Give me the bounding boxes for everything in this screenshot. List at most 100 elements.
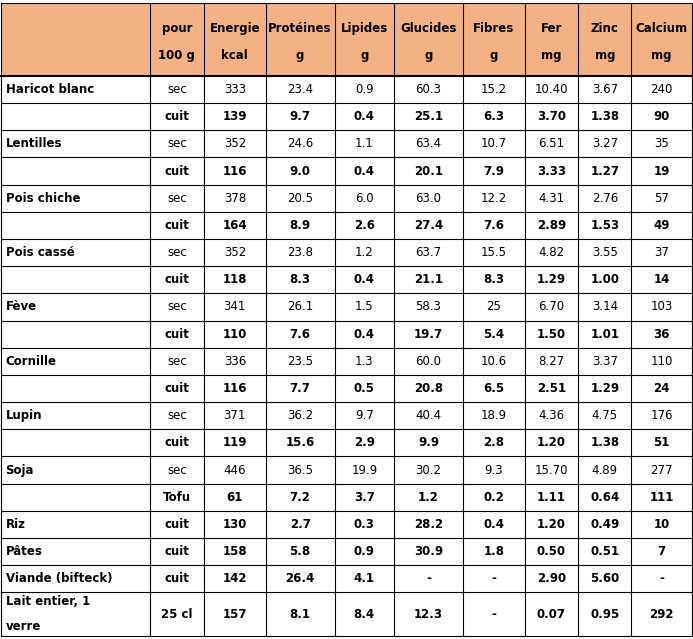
Text: 12.3: 12.3 (414, 608, 443, 620)
Text: 8.4: 8.4 (353, 608, 375, 620)
Text: 4.31: 4.31 (538, 192, 564, 204)
Text: 0.50: 0.50 (537, 545, 566, 558)
Text: 240: 240 (650, 83, 673, 96)
Text: 1.3: 1.3 (355, 355, 374, 368)
Text: Soja: Soja (6, 463, 34, 477)
Text: 110: 110 (650, 355, 673, 368)
Text: 0.95: 0.95 (590, 608, 620, 620)
Bar (1, 3, 692, 76)
Text: sec: sec (167, 246, 187, 259)
Bar (1, 456, 692, 484)
Text: 36.2: 36.2 (287, 409, 313, 422)
Text: cuit: cuit (164, 110, 189, 123)
Text: 7: 7 (658, 545, 665, 558)
Text: 9.7: 9.7 (355, 409, 374, 422)
Text: 0.2: 0.2 (484, 491, 505, 504)
Text: 63.0: 63.0 (416, 192, 441, 204)
Bar (1, 375, 692, 402)
Text: 378: 378 (224, 192, 246, 204)
Text: 0.4: 0.4 (354, 165, 375, 178)
Text: 8.3: 8.3 (290, 273, 310, 286)
Text: 1.20: 1.20 (537, 518, 566, 531)
Text: 3.7: 3.7 (354, 491, 375, 504)
Text: g: g (490, 49, 498, 62)
Bar (1, 103, 692, 130)
Text: 10.7: 10.7 (481, 137, 507, 150)
Text: 2.51: 2.51 (537, 382, 566, 395)
Bar (1, 484, 692, 511)
Text: cuit: cuit (164, 518, 189, 531)
Text: 2.89: 2.89 (536, 219, 566, 232)
Text: 158: 158 (222, 545, 247, 558)
Text: 10.40: 10.40 (534, 83, 568, 96)
Text: -: - (659, 573, 664, 585)
Text: Tofu: Tofu (163, 491, 191, 504)
Text: 6.70: 6.70 (538, 300, 564, 314)
Text: g: g (296, 49, 304, 62)
Text: Lentilles: Lentilles (6, 137, 62, 150)
Text: mg: mg (651, 49, 672, 62)
Text: 18.9: 18.9 (481, 409, 507, 422)
Text: 26.4: 26.4 (286, 573, 315, 585)
Text: 139: 139 (222, 110, 247, 123)
Text: 3.70: 3.70 (537, 110, 566, 123)
Text: 3.33: 3.33 (537, 165, 566, 178)
Text: 1.5: 1.5 (355, 300, 374, 314)
Text: 277: 277 (650, 463, 673, 477)
Text: kcal: kcal (222, 49, 248, 62)
Text: 0.49: 0.49 (590, 518, 620, 531)
Text: Glucides: Glucides (401, 22, 457, 35)
Text: 119: 119 (222, 436, 247, 449)
Text: 1.29: 1.29 (537, 273, 566, 286)
Text: 352: 352 (224, 137, 246, 150)
Text: 0.64: 0.64 (590, 491, 620, 504)
Text: 20.1: 20.1 (414, 165, 443, 178)
Text: 0.9: 0.9 (355, 83, 374, 96)
Text: 10.6: 10.6 (481, 355, 507, 368)
Text: 36.5: 36.5 (287, 463, 313, 477)
Text: cuit: cuit (164, 328, 189, 341)
Bar (1, 266, 692, 293)
Text: 142: 142 (222, 573, 247, 585)
Text: Lait entier, 1: Lait entier, 1 (6, 596, 90, 608)
Text: 12.2: 12.2 (481, 192, 507, 204)
Bar (1, 592, 692, 636)
Bar (1, 321, 692, 348)
Text: 28.2: 28.2 (414, 518, 443, 531)
Text: 176: 176 (650, 409, 673, 422)
Text: 24: 24 (653, 382, 669, 395)
Bar (1, 429, 692, 456)
Text: 2.6: 2.6 (354, 219, 375, 232)
Bar (1, 76, 692, 103)
Text: Fer: Fer (541, 22, 562, 35)
Bar (1, 293, 692, 321)
Text: g: g (360, 49, 369, 62)
Text: 20.5: 20.5 (287, 192, 313, 204)
Text: Calcium: Calcium (635, 22, 687, 35)
Text: Protéines: Protéines (268, 22, 332, 35)
Bar (1, 348, 692, 375)
Bar (1, 130, 692, 157)
Text: 23.4: 23.4 (287, 83, 313, 96)
Text: -: - (491, 573, 496, 585)
Text: 15.6: 15.6 (286, 436, 315, 449)
Text: 21.1: 21.1 (414, 273, 443, 286)
Text: 352: 352 (224, 246, 246, 259)
Text: 4.89: 4.89 (592, 463, 618, 477)
Text: 30.9: 30.9 (414, 545, 443, 558)
Text: 15.70: 15.70 (534, 463, 568, 477)
Text: 57: 57 (654, 192, 669, 204)
Text: 1.2: 1.2 (355, 246, 374, 259)
Bar (1, 511, 692, 538)
Text: sec: sec (167, 409, 187, 422)
Text: 9.7: 9.7 (290, 110, 310, 123)
Text: 10: 10 (653, 518, 669, 531)
Text: 1.38: 1.38 (590, 110, 620, 123)
Text: 8.27: 8.27 (538, 355, 564, 368)
Bar (1, 212, 692, 239)
Text: 4.36: 4.36 (538, 409, 564, 422)
Text: 25.1: 25.1 (414, 110, 443, 123)
Text: Pâtes: Pâtes (6, 545, 42, 558)
Text: Fève: Fève (6, 300, 37, 314)
Text: Pois chiche: Pois chiche (6, 192, 80, 204)
